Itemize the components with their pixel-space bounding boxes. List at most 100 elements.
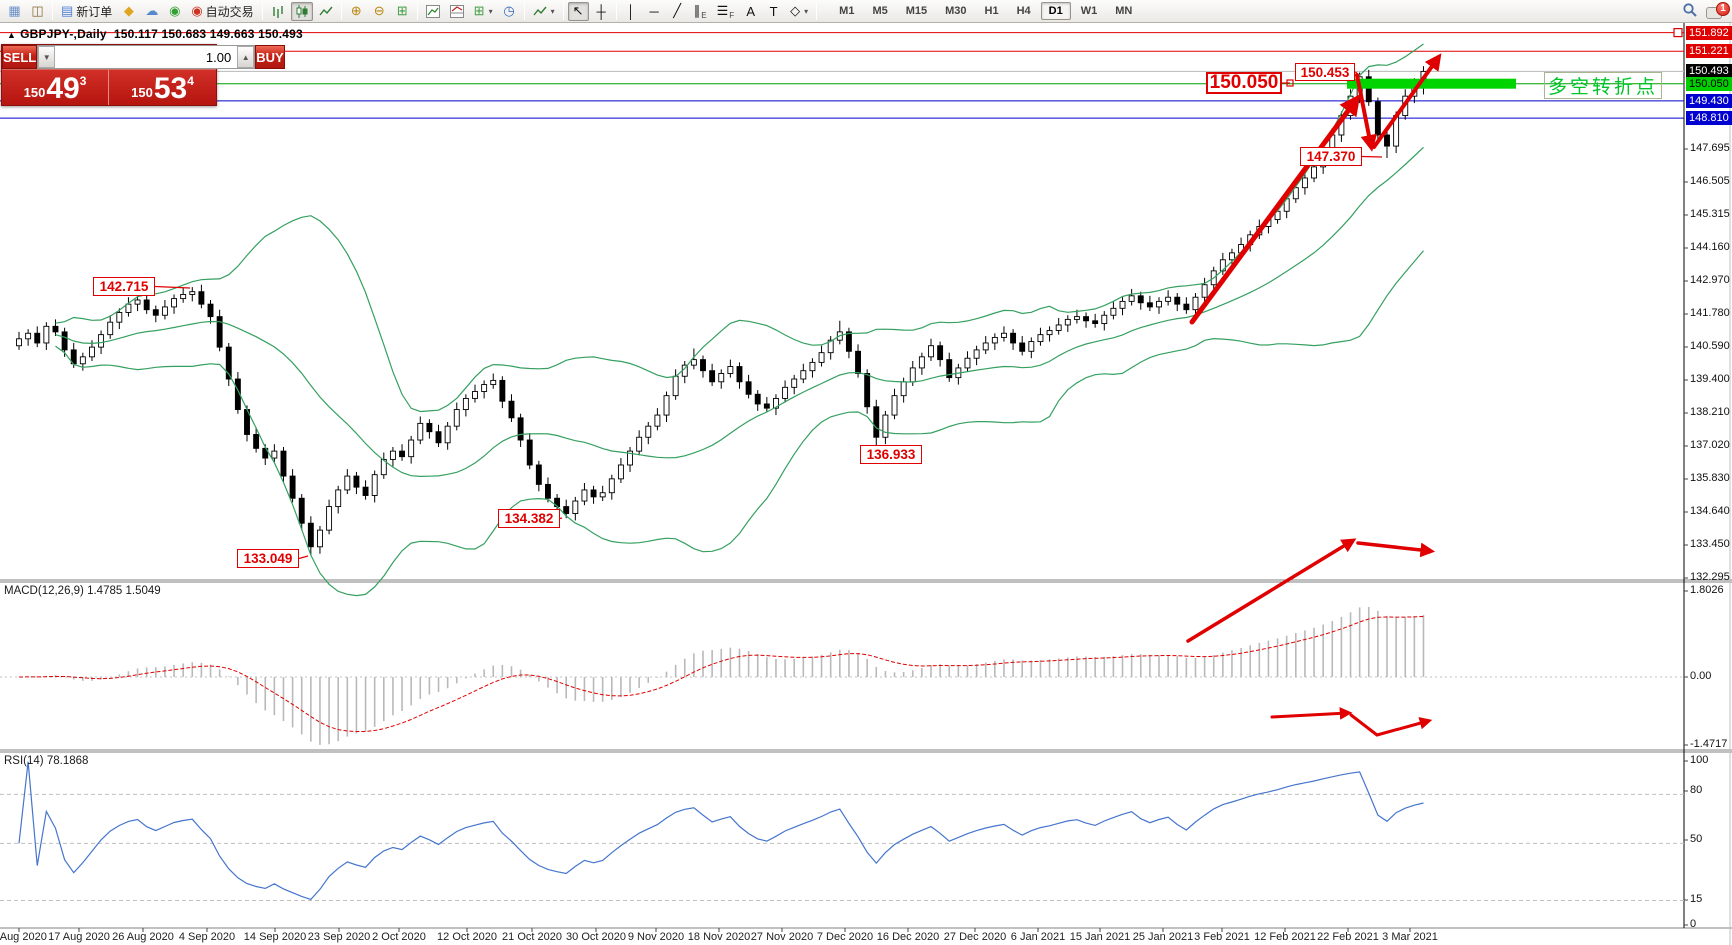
metaeditor-button[interactable]: ◆ [118, 2, 139, 21]
text-label-annotation[interactable]: 多空转折点 [1544, 72, 1662, 99]
bars-chart-button[interactable] [267, 2, 289, 21]
volume-increase-button[interactable]: ▲ [237, 46, 255, 68]
candle-body [116, 312, 123, 323]
new-chart-button[interactable]: ▦ [4, 2, 25, 21]
candle-body [617, 464, 624, 480]
trend-arrow[interactable] [1372, 53, 1442, 149]
zoom-out-button[interactable]: ⊖ [369, 2, 390, 21]
candle-body [754, 393, 761, 405]
candle-body [891, 395, 898, 416]
chart-title: ▲ GBPJPY-,Daily 150.117 150.683 149.663 1… [7, 27, 303, 41]
candle-body [827, 339, 834, 354]
timeframe-m5[interactable]: M5 [872, 5, 888, 17]
trend-arrow[interactable] [1270, 707, 1353, 720]
signals-button[interactable]: ◉ [164, 2, 185, 21]
zoom-in-button[interactable]: ⊕ [346, 2, 367, 21]
date-tick-label: 4 Sep 2020 [178, 931, 236, 943]
candle-body [782, 386, 789, 399]
profiles-icon: ◫ [31, 3, 44, 18]
buy-price[interactable]: 150 53 4 [109, 70, 216, 105]
timeframe-m15[interactable]: M15 [905, 5, 928, 17]
text-label-button[interactable]: T [763, 2, 784, 21]
templates-dropdown-arrow: ▾ [488, 6, 493, 16]
horizontal-line-icon: ─ [649, 3, 659, 19]
price-callout[interactable]: 136.933 [860, 445, 922, 464]
trendline-button[interactable]: ╱ [667, 2, 688, 21]
trend-arrow[interactable] [1189, 94, 1361, 325]
price-callout[interactable]: 147.370 [1300, 147, 1362, 166]
shapes-button[interactable]: ◇ ▾ [786, 2, 812, 21]
community-button[interactable]: ☁ [141, 2, 162, 21]
shapes-icon: ◇ [790, 3, 801, 18]
candle-body [280, 450, 287, 477]
indicator-list-button[interactable]: ▾ [529, 2, 559, 21]
price-callout[interactable]: 150.050 [1206, 72, 1282, 94]
line-chart-button[interactable] [315, 2, 337, 21]
timeframe-h1[interactable]: H1 [984, 5, 999, 17]
candles-chart-button[interactable] [290, 1, 313, 21]
candle-body [1384, 134, 1390, 147]
sell-button[interactable]: SELL [2, 45, 38, 69]
zoom-out-icon: ⊖ [373, 3, 385, 18]
indicator-windows-button[interactable] [446, 2, 468, 21]
notifications-button[interactable]: 1 [1706, 1, 1730, 22]
timeframe-d1[interactable]: D1 [1040, 2, 1071, 20]
price-callout[interactable]: 142.715 [93, 277, 155, 296]
templates-button[interactable]: ⊞ ▾ [470, 2, 497, 21]
candle-body [262, 447, 269, 459]
profiles-button[interactable]: ◫ [27, 2, 48, 21]
new-order-button[interactable]: ▤ 新订单 [57, 2, 116, 21]
hline-endpoint-marker[interactable] [1673, 28, 1683, 38]
trend-arrow[interactable] [1186, 538, 1357, 643]
candle-body [1311, 166, 1317, 179]
autotrading-button[interactable]: ◉ 自动交易 [187, 2, 257, 21]
collapse-panel-arrow[interactable]: ▲ [7, 30, 17, 40]
date-tick-label: 17 Aug 2020 [48, 931, 110, 943]
price-line-label: 151.892 [1686, 25, 1732, 40]
indicators-button[interactable] [422, 2, 444, 21]
volume-input[interactable] [55, 46, 238, 68]
candle-body [1365, 76, 1372, 103]
bollinger-lower [55, 250, 1424, 597]
price-callout[interactable]: 150.453 [1295, 63, 1355, 81]
timeframe-m30[interactable]: M30 [945, 5, 967, 17]
trend-arrow[interactable] [1355, 73, 1378, 152]
buy-button[interactable]: BUY [255, 45, 285, 69]
volume-decrease-button[interactable]: ▼ [38, 46, 56, 68]
date-tick-label: 12 Feb 2021 [1254, 931, 1316, 943]
rsi-tick-label: 0 [1690, 918, 1697, 930]
horizontal-line-button[interactable]: ─ [644, 2, 665, 21]
vertical-line-button[interactable]: │ [621, 2, 642, 21]
cursor-button[interactable]: ↖ [567, 1, 589, 21]
timeframe-h4[interactable]: H4 [1016, 5, 1031, 17]
candle-body [1083, 316, 1089, 322]
tile-windows-button[interactable]: ⊞ [392, 2, 413, 21]
metaeditor-icon: ◆ [123, 3, 134, 18]
support-zone-bar[interactable] [1347, 78, 1516, 89]
timeframe-w1[interactable]: W1 [1080, 5, 1098, 17]
toolbar-separator [615, 2, 617, 20]
timeframe-mn[interactable]: MN [1115, 5, 1133, 17]
trend-arrow[interactable] [1356, 541, 1436, 558]
period-clock-button[interactable]: ◷ [499, 2, 520, 21]
trend-arrow[interactable] [1375, 717, 1433, 737]
equidistant-channel-button[interactable]: ∥ E [690, 2, 711, 21]
trend-arrow[interactable] [1349, 713, 1379, 737]
timeframe-m1[interactable]: M1 [839, 5, 855, 17]
candle-body [937, 345, 944, 361]
price-callout[interactable]: 134.382 [498, 509, 560, 528]
sell-price[interactable]: 150 49 3 [2, 70, 109, 105]
candle-body [1219, 259, 1226, 272]
candle-body [1092, 320, 1099, 325]
fibonacci-button[interactable]: ☰ F [713, 2, 739, 21]
candle-body [1101, 314, 1108, 325]
price-callout[interactable]: 133.049 [237, 549, 299, 568]
macd-tick-label: 0.00 [1690, 670, 1712, 682]
candle-body [490, 379, 497, 386]
crosshair-button[interactable]: ┼ [591, 2, 612, 21]
bollinger-upper [55, 43, 1424, 413]
candle-body [1010, 332, 1017, 344]
search-icon[interactable] [1682, 2, 1698, 23]
text-button[interactable]: A [740, 2, 761, 21]
